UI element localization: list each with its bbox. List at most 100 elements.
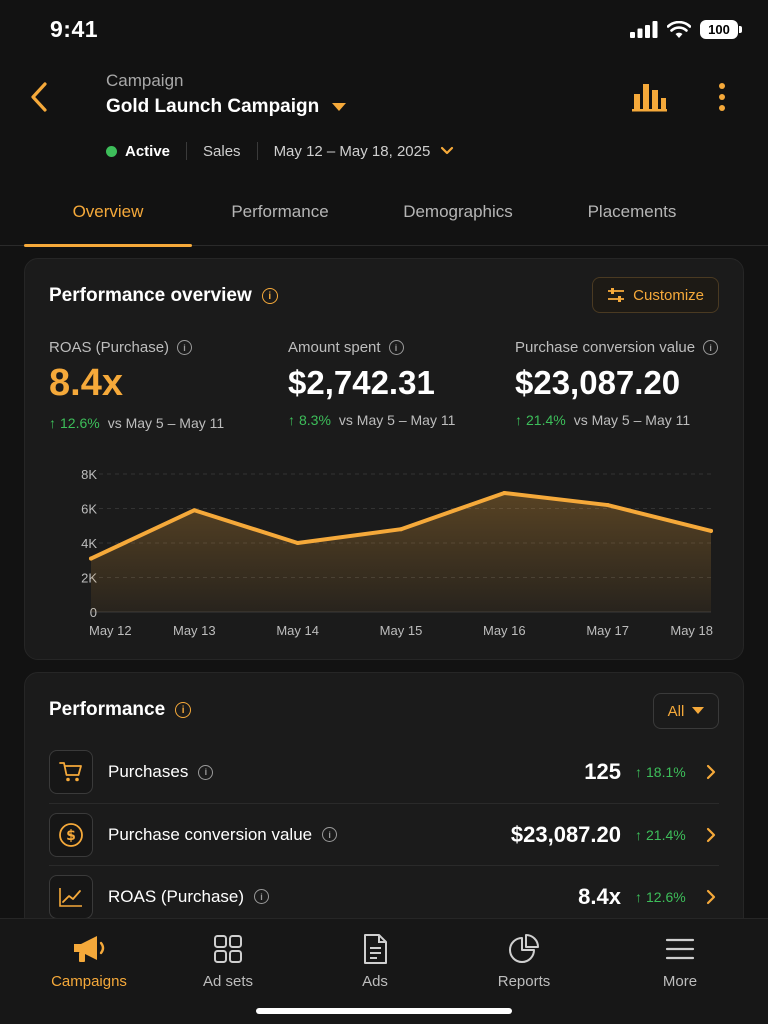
row-label-group: Purchase conversion value i [108, 825, 511, 845]
customize-button[interactable]: Customize [592, 277, 719, 313]
campaign-selector[interactable]: Gold Launch Campaign [106, 96, 347, 118]
signal-icon [630, 21, 658, 38]
info-icon[interactable]: i [198, 764, 214, 780]
row-change: 21.4% [646, 826, 686, 843]
metric-compare: vs May 5 – May 11 [573, 412, 691, 428]
arrow-up-icon: ↑ [515, 412, 522, 428]
more-vertical-icon [719, 83, 725, 111]
x-tick-label: May 18 [670, 623, 713, 638]
x-tick-label: May 12 [89, 623, 132, 638]
info-icon[interactable]: i [703, 340, 719, 355]
list-item-conversion-value[interactable]: $ Purchase conversion value i $23,087.20… [49, 803, 719, 865]
metric-change: 12.6% [60, 415, 100, 431]
row-change: 12.6% [646, 888, 686, 905]
info-icon[interactable]: i [322, 827, 338, 842]
metric-label: Purchase conversion value [515, 339, 696, 356]
overview-title: Performance overview [49, 285, 252, 306]
metric-roas: ROAS (Purchase) i 8.4x ↑ 12.6% vs May 5 … [49, 339, 224, 431]
campaign-title: Gold Launch Campaign [106, 96, 320, 117]
list-item-roas[interactable]: ROAS (Purchase) i 8.4x ↑ 12.6% [49, 865, 719, 927]
date-range-picker[interactable]: May 12 – May 18, 2025 [274, 143, 455, 160]
tab-performance[interactable]: Performance [231, 202, 329, 221]
row-change-group: ↑ 12.6% [635, 889, 691, 905]
grid-icon [214, 935, 242, 963]
arrow-up-icon: ↑ [635, 826, 642, 843]
data-point-may-16 [502, 490, 507, 495]
list-item-purchases[interactable]: Purchases i 125 ↑ 18.1% [49, 741, 719, 803]
series-area [91, 492, 711, 612]
metric-value: $2,742.31 [288, 364, 435, 401]
filter-label: All [667, 702, 685, 720]
metric-change: 8.3% [299, 412, 331, 428]
x-tick-label: May 15 [380, 623, 423, 638]
dollar-icon: $ [49, 812, 93, 857]
filter-dropdown[interactable]: All [653, 693, 719, 729]
more-options-button[interactable] [710, 80, 734, 114]
metric-label: ROAS (Purchase) [49, 339, 170, 356]
nav-campaigns[interactable]: Campaigns [34, 933, 144, 990]
tab-overview[interactable]: Overview [24, 188, 192, 247]
nav-label: Ad sets [202, 973, 254, 990]
nav-label: Campaigns [51, 973, 127, 990]
nav-ads[interactable]: Ads [320, 933, 430, 990]
trend-up-icon [49, 874, 93, 919]
performance-title: Performance [49, 699, 166, 720]
info-icon[interactable]: i [175, 702, 192, 718]
y-tick-label: 0 [90, 605, 97, 620]
data-point-may-12 [89, 556, 93, 561]
back-button[interactable] [26, 80, 56, 114]
metric-change-row: ↑ 8.3% vs May 5 – May 11 [288, 412, 455, 428]
chart-view-button[interactable] [631, 80, 667, 114]
y-tick-label: 8K [81, 467, 97, 482]
row-change: 18.1% [646, 764, 686, 780]
metric-label: Amount spent [288, 339, 381, 356]
metric-amount-spent: Amount spent i $2,742.31 ↑ 8.3% vs May 5… [288, 339, 455, 428]
divider [186, 142, 188, 160]
metric-value: 8.4x [49, 362, 123, 404]
cart-icon [49, 750, 93, 794]
nav-reports[interactable]: Reports [469, 933, 579, 990]
metric-label-row: Purchase conversion value i [515, 339, 719, 356]
data-point-may-18 [709, 528, 713, 533]
arrow-up-icon: ↑ [49, 415, 56, 431]
metric-label-row: ROAS (Purchase) i [49, 339, 224, 356]
customize-label: Customize [633, 286, 704, 304]
document-icon [364, 934, 387, 964]
info-icon[interactable]: i [261, 288, 278, 304]
y-tick-label: 4K [81, 536, 97, 551]
tab-placements[interactable]: Placements [587, 202, 677, 221]
metric-change-row: ↑ 21.4% vs May 5 – May 11 [515, 412, 718, 428]
y-tick-label: 6K [81, 502, 97, 517]
x-tick-label: May 16 [483, 623, 526, 638]
info-icon[interactable]: i [388, 340, 404, 355]
metric-change-row: ↑ 12.6% vs May 5 – May 11 [49, 415, 224, 431]
data-point-may-17 [605, 503, 610, 508]
nav-more[interactable]: More [625, 933, 735, 990]
megaphone-icon [74, 936, 105, 962]
wifi-icon [667, 20, 691, 38]
info-icon[interactable]: i [254, 889, 270, 904]
overview-title-row: Performance overview i [49, 285, 278, 307]
row-label-group: ROAS (Purchase) i [108, 887, 578, 907]
tab-demographics[interactable]: Demographics [403, 202, 513, 221]
chevron-right-icon [703, 827, 719, 843]
info-icon[interactable]: i [177, 340, 193, 355]
row-label-group: Purchases i [108, 762, 584, 782]
status-dot [106, 145, 117, 157]
performance-card: Performance i All Purchases i 125 ↑ 18.1… [24, 672, 744, 932]
metric-conversion-value: Purchase conversion value i $23,087.20 ↑… [515, 339, 719, 428]
arrow-up-icon: ↑ [635, 888, 642, 905]
metric-compare: vs May 5 – May 11 [107, 415, 225, 431]
sliders-icon [608, 288, 625, 302]
row-value: $23,087.20 [510, 821, 621, 847]
metric-compare: vs May 5 – May 11 [338, 412, 456, 428]
data-point-may-15 [399, 527, 403, 532]
data-point-may-13 [192, 508, 197, 513]
header-kicker: Campaign [106, 71, 184, 90]
caret-down-icon [332, 103, 347, 111]
status-badge: Active [125, 142, 171, 160]
svg-text:$: $ [66, 828, 76, 844]
nav-ad-sets[interactable]: Ad sets [173, 933, 283, 990]
metric-label-row: Amount spent i [288, 339, 455, 356]
chevron-left-icon [31, 82, 47, 112]
